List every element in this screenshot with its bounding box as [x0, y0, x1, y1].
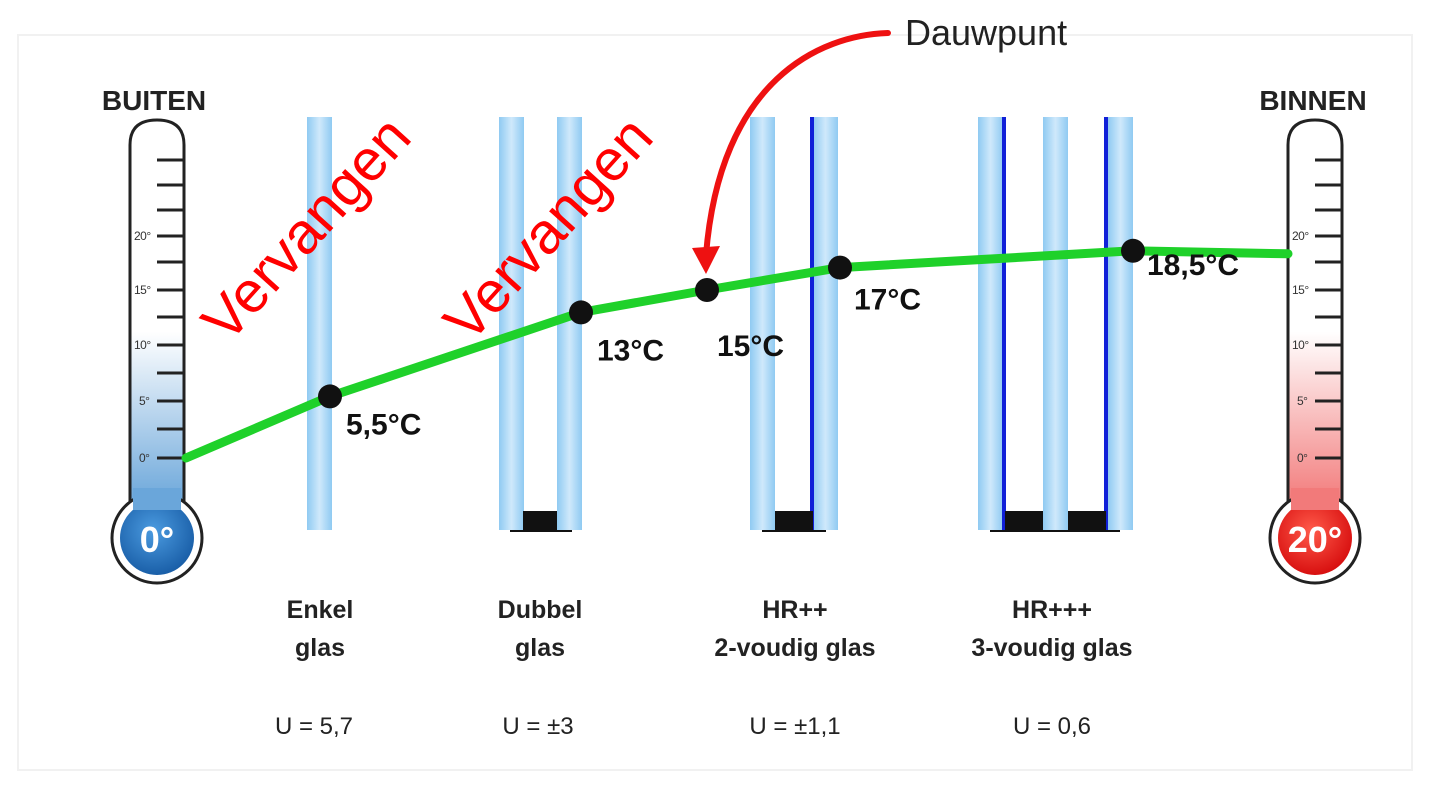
- inside-tick-5: 5°: [1297, 394, 1308, 408]
- glass-pane: [499, 117, 524, 530]
- inside-tick-10: 10°: [1292, 338, 1309, 352]
- diagram-panel: [17, 34, 1413, 771]
- u-value-1: U = 5,7: [275, 713, 353, 740]
- dew-point-label: Dauwpunt: [905, 12, 1067, 53]
- glass-pane: [1108, 117, 1133, 530]
- glass-hr-plus-plus: [750, 117, 838, 532]
- outside-bulb-label: 0°: [140, 519, 174, 560]
- outside-title: BUITEN: [102, 85, 206, 116]
- temperature-point: [1121, 238, 1145, 263]
- inside-thermometer: 20° 20° 15° 10° 5° 0°: [1268, 118, 1362, 585]
- glass-type-3-line2: 2-voudig glas: [714, 634, 875, 662]
- glass-type-1-line2: glas: [295, 634, 345, 662]
- glass-pane: [813, 117, 838, 530]
- glass-pane: [978, 117, 1003, 530]
- temperature-point-label: 17°C: [854, 284, 921, 317]
- temperature-point-label: 18,5°C: [1147, 249, 1239, 282]
- glass-type-2-line2: glas: [515, 634, 565, 662]
- glass-type-2-line1: Dubbel: [498, 596, 583, 624]
- u-value-4: U = 0,6: [1013, 713, 1091, 740]
- inside-tick-20: 20°: [1292, 229, 1309, 243]
- glass-type-1-line1: Enkel: [287, 596, 354, 624]
- glass-pane: [1043, 117, 1068, 530]
- temperature-point: [569, 300, 593, 325]
- temperature-point-label: 15°C: [717, 330, 784, 363]
- outside-tick-15: 15°: [134, 283, 151, 297]
- dew-point-arrowhead: [692, 246, 720, 274]
- u-value-3: U = ±1,1: [749, 713, 840, 740]
- inside-bulb: [1278, 501, 1352, 575]
- low-e-coating: [810, 117, 814, 530]
- glass-hr-plus-plus-plus: [978, 117, 1133, 532]
- glass-pane: [307, 117, 332, 530]
- outside-tick-10: 10°: [134, 338, 151, 352]
- low-e-coating: [1002, 117, 1006, 530]
- outside-thermometer: 0° 20° 15° 10° 5° 0°: [110, 118, 204, 585]
- inside-title: BINNEN: [1259, 85, 1366, 116]
- temperature-point: [828, 255, 852, 280]
- temperature-point: [318, 384, 342, 409]
- inside-bulb-label: 20°: [1288, 519, 1342, 560]
- temperature-point: [695, 278, 719, 302]
- low-e-coating: [1104, 117, 1108, 530]
- inside-tick-15: 15°: [1292, 283, 1309, 297]
- spacer-bar: [523, 511, 557, 531]
- u-value-2: U = ±3: [502, 713, 573, 740]
- temperature-points: 5,5°C 13°C 15°C 17°C 18,5°C: [318, 238, 1239, 441]
- spacer-bar: [775, 511, 813, 531]
- glass-type-3-line1: HR++: [762, 596, 827, 624]
- outside-tick-20: 20°: [134, 229, 151, 243]
- dew-point-arrow: [703, 30, 891, 258]
- glass-pane: [750, 117, 775, 530]
- inside-tick-0: 0°: [1297, 451, 1308, 465]
- temperature-point-label: 5,5°C: [346, 408, 421, 441]
- spacer-bar: [1005, 511, 1043, 531]
- spacer-bar: [1068, 511, 1106, 531]
- outside-tick-0: 0°: [139, 451, 150, 465]
- glass-single: [307, 117, 332, 530]
- outside-tick-5: 5°: [139, 394, 150, 408]
- glass-type-4-line2: 3-voudig glas: [971, 634, 1132, 662]
- glass-type-4-line1: HR+++: [1012, 596, 1092, 624]
- temperature-point-label: 13°C: [597, 334, 664, 367]
- outside-bulb: [120, 501, 194, 575]
